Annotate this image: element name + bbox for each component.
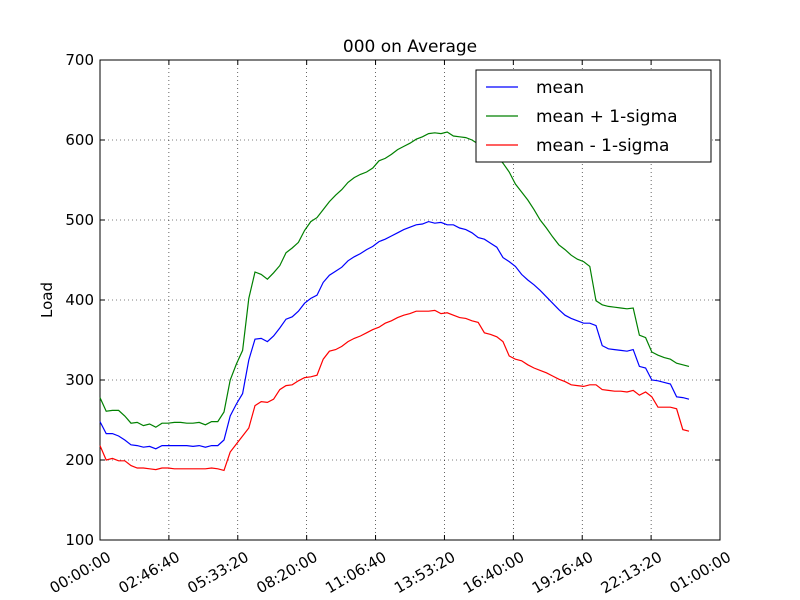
- legend: mean mean + 1-sigma mean - 1-sigma: [475, 69, 712, 163]
- series-line: [99, 309, 690, 472]
- y-tick-label: 400: [65, 291, 94, 309]
- y-tick-label: 600: [65, 131, 94, 149]
- y-tick-label: 300: [65, 371, 94, 389]
- y-tick-label: 200: [65, 451, 94, 469]
- plot-frame: [99, 59, 721, 541]
- series-line: [99, 220, 690, 450]
- legend-label: mean + 1-sigma: [536, 107, 678, 127]
- x-tick-label: 22:13:20: [598, 548, 665, 597]
- y-tick-label: 700: [65, 51, 94, 69]
- series-line: [99, 131, 690, 428]
- chart-title: 000 on Average: [343, 37, 477, 57]
- x-tick-label: 05:33:20: [184, 548, 251, 597]
- x-tick-label: 16:40:00: [460, 548, 527, 597]
- x-tick-label: 02:46:40: [116, 548, 183, 597]
- x-tick-label: 13:53:20: [391, 548, 458, 597]
- y-tick-label: 100: [65, 531, 94, 549]
- legend-label: mean: [536, 78, 584, 98]
- legend-label: mean - 1-sigma: [536, 136, 669, 156]
- x-tick-label: 08:20:00: [253, 548, 320, 597]
- x-tick-label: 19:26:40: [529, 548, 596, 597]
- y-tick-label: 500: [65, 211, 94, 229]
- x-tick-label: 11:06:40: [322, 548, 389, 597]
- y-axis-label: Load: [38, 282, 56, 318]
- x-tick-label: 00:00:00: [47, 548, 114, 597]
- x-tick-label: 01:00:00: [667, 548, 734, 597]
